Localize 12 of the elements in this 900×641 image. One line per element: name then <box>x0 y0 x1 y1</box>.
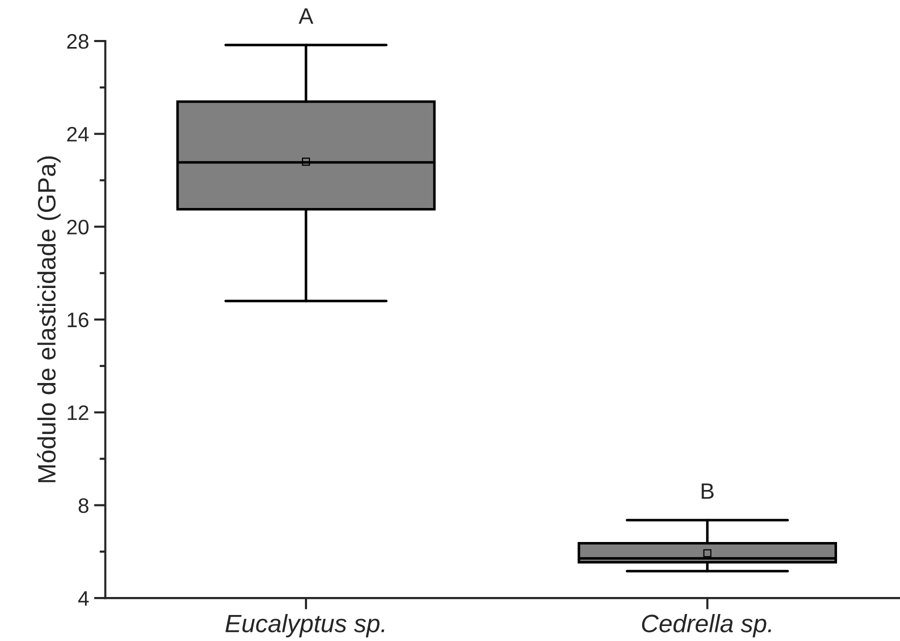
y-tick-label: 4 <box>78 591 89 606</box>
annotation: B <box>702 484 714 499</box>
x-tick-label: Cedrella sp. <box>642 614 771 638</box>
y-axis-title: Módulo de elasticidade (GPa) <box>37 156 61 482</box>
y-tick-label: 12 <box>68 405 88 420</box>
y-tick-label: 16 <box>68 312 88 328</box>
x-tick-label: Eucalyptus sp. <box>225 614 384 638</box>
y-tick-label: 28 <box>67 34 88 49</box>
y-tick-label: 24 <box>67 126 89 142</box>
y-tick-label: 20 <box>67 220 89 234</box>
text: A <box>298 8 314 24</box>
y-tick-label: 8 <box>78 498 88 513</box>
